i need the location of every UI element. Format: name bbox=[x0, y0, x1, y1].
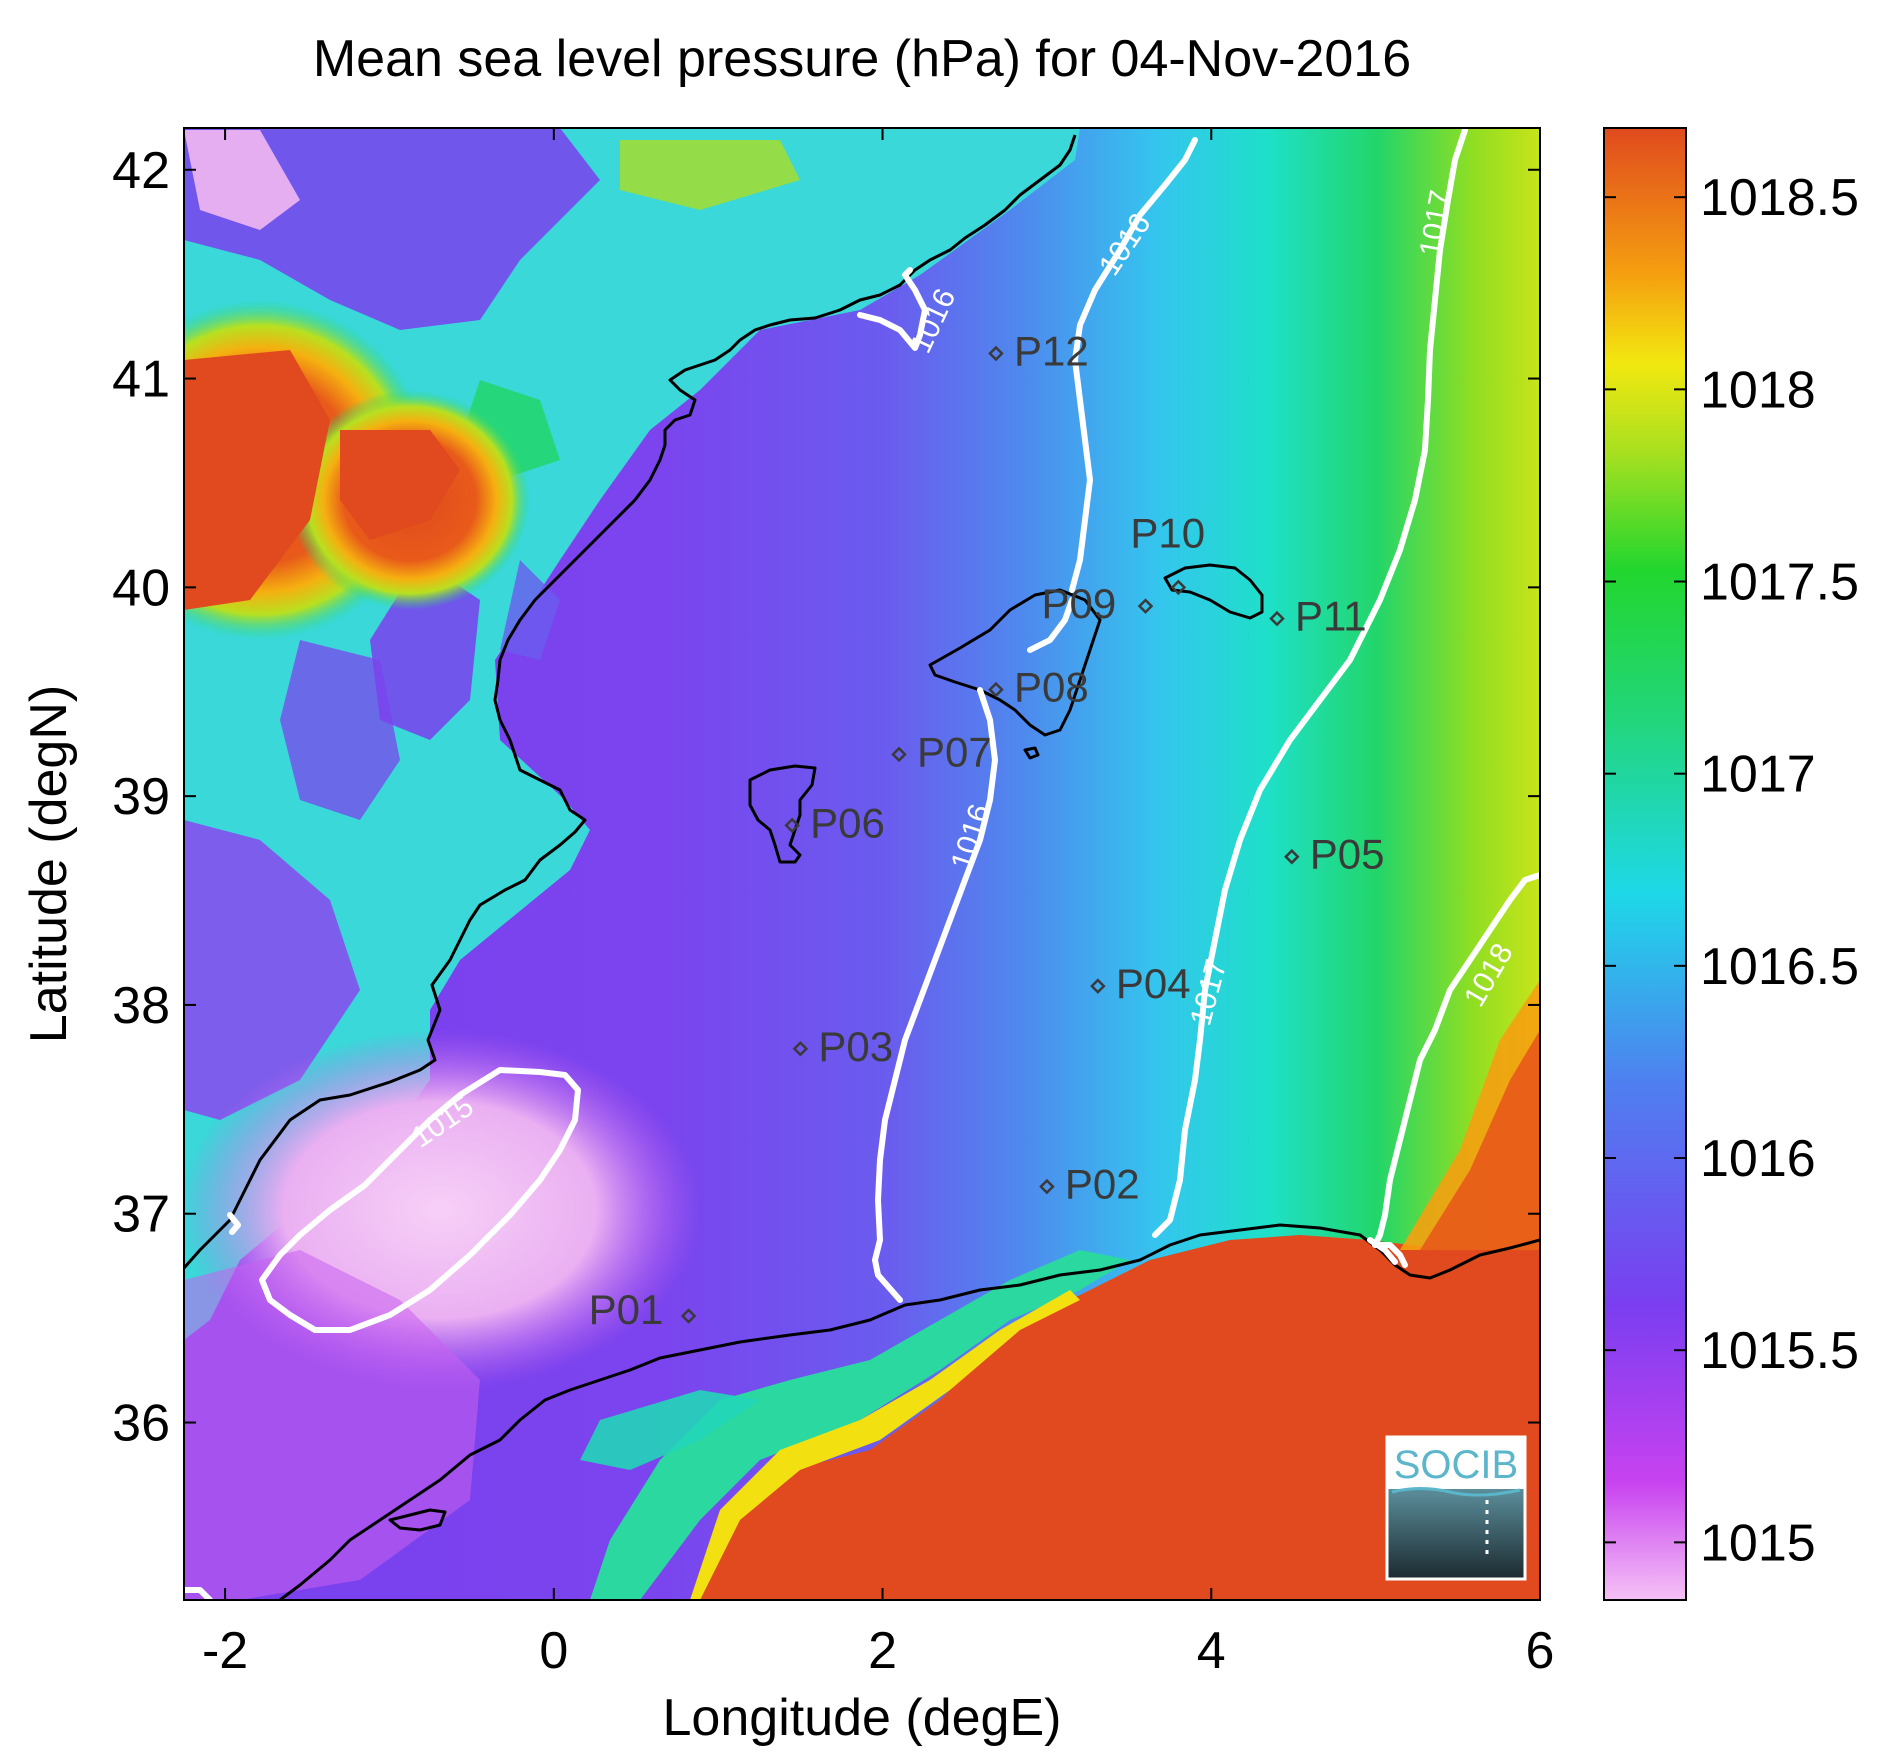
y-tick-label: 39 bbox=[112, 768, 170, 826]
y-tick-label: 40 bbox=[112, 559, 170, 617]
station-label: P01 bbox=[589, 1286, 664, 1333]
x-tick-label: 6 bbox=[1526, 1622, 1555, 1680]
colorbar-tick-label: 1018 bbox=[1700, 361, 1816, 419]
colorbar-tick-label: 1017 bbox=[1700, 746, 1816, 804]
station-label: P06 bbox=[810, 799, 885, 846]
colorbar-tick-label: 1017.5 bbox=[1700, 554, 1859, 612]
station-marker-icon bbox=[988, 681, 1004, 698]
station-marker-icon bbox=[1284, 848, 1300, 865]
station-marker-icon bbox=[891, 746, 907, 763]
x-tick-label: -2 bbox=[202, 1622, 248, 1680]
iberia-coastline bbox=[184, 134, 1077, 1269]
y-tick-label: 41 bbox=[112, 351, 170, 409]
colorbar-tick-label: 1015 bbox=[1700, 1514, 1816, 1572]
plot-frame bbox=[183, 127, 1541, 1601]
x-tick-label: 0 bbox=[539, 1622, 568, 1680]
y-tick-label: 38 bbox=[112, 977, 170, 1035]
africa-high-field bbox=[700, 1235, 1540, 1600]
station-p05: P05 bbox=[1284, 831, 1385, 878]
station-marker-icon bbox=[680, 1308, 697, 1324]
isobar-1015-low bbox=[259, 1067, 581, 1333]
colorbar-tick-label: 1016 bbox=[1700, 1130, 1816, 1188]
ibiza-coastline bbox=[748, 764, 817, 864]
colorbar-tick-label: 1016.5 bbox=[1700, 938, 1859, 996]
station-marker-icon bbox=[988, 345, 1004, 362]
axes-layer: -2 0 2 4 6 42 41 40 39 38 37 36 bbox=[112, 128, 1554, 1680]
station-label: P09 bbox=[1042, 580, 1117, 627]
station-label: P10 bbox=[1130, 509, 1205, 556]
isobar-1016-main bbox=[1069, 137, 1198, 593]
station-marker-icon bbox=[1039, 1178, 1055, 1195]
isobar-1016-north bbox=[857, 267, 928, 351]
x-tick-label: 4 bbox=[1197, 1622, 1226, 1680]
station-label: P05 bbox=[1310, 831, 1385, 878]
y-tick-label: 37 bbox=[112, 1186, 170, 1244]
station-p10: P10 bbox=[1130, 509, 1205, 596]
station-marker-icon bbox=[792, 1041, 809, 1057]
station-p04: P04 bbox=[1090, 960, 1191, 1007]
menorca-coastline bbox=[1163, 563, 1264, 620]
station-marker-icon bbox=[1269, 610, 1285, 627]
station-p08: P08 bbox=[988, 664, 1089, 711]
station-marker-icon bbox=[1170, 579, 1187, 596]
station-marker-icon bbox=[1137, 598, 1154, 614]
station-p06: P06 bbox=[784, 799, 885, 846]
y-tick-label: 42 bbox=[112, 142, 170, 200]
station-label: P08 bbox=[1014, 664, 1089, 711]
station-label: P03 bbox=[818, 1023, 893, 1070]
socib-logo-text: SOCIB bbox=[1394, 1443, 1518, 1487]
station-marker-icon bbox=[784, 817, 800, 834]
station-label: P02 bbox=[1065, 1161, 1140, 1208]
station-label: P12 bbox=[1014, 327, 1089, 374]
x-tick-label: 2 bbox=[868, 1622, 897, 1680]
station-marker-icon bbox=[1090, 978, 1106, 994]
station-label: P11 bbox=[1295, 593, 1367, 640]
stations-layer: P01 P02 P03 P04 P05 P06 P07 P08 P09 P10 P11 P12 bbox=[589, 327, 1385, 1333]
y-axis-label: Latitude (degN) bbox=[20, 685, 78, 1043]
map-panel: 1015 1016 1016 1016 1017 1017 1018 P01P0… bbox=[184, 128, 1540, 1600]
station-label: P07 bbox=[917, 728, 992, 775]
isobar-1017 bbox=[1152, 128, 1468, 1238]
africa-coastline bbox=[279, 1223, 1540, 1600]
station-p03: P03 bbox=[792, 1023, 893, 1070]
chart-title: Mean sea level pressure (hPa) for 04-Nov… bbox=[313, 30, 1411, 88]
socib-logo: SOCIB bbox=[1385, 1435, 1527, 1581]
isobar-contours bbox=[184, 128, 1540, 1600]
station-p01: P01 bbox=[589, 1286, 697, 1333]
colorbar-tick-label: 1015.5 bbox=[1700, 1322, 1859, 1380]
x-axis-label: Longitude (degE) bbox=[663, 1689, 1062, 1747]
colorbar-ticks: 1018.5 1018 1017.5 1017 1016.5 1016 1015.5 1015 bbox=[1604, 169, 1859, 1572]
station-label: P04 bbox=[1116, 960, 1191, 1007]
station-p07: P07 bbox=[891, 728, 992, 775]
colorbar-tick-label: 1018.5 bbox=[1700, 169, 1859, 227]
station-p02: P02 bbox=[1039, 1161, 1140, 1208]
colorbar-ramp bbox=[1603, 127, 1687, 1601]
colorbar: 1018.5 1018 1017.5 1017 1016.5 1016 1015.5 1015 bbox=[1603, 127, 1859, 1601]
station-p12: P12 bbox=[988, 327, 1089, 374]
station-p09: P09 bbox=[1042, 580, 1154, 627]
y-tick-label: 36 bbox=[112, 1395, 170, 1453]
station-p11: P11 bbox=[1269, 593, 1367, 640]
